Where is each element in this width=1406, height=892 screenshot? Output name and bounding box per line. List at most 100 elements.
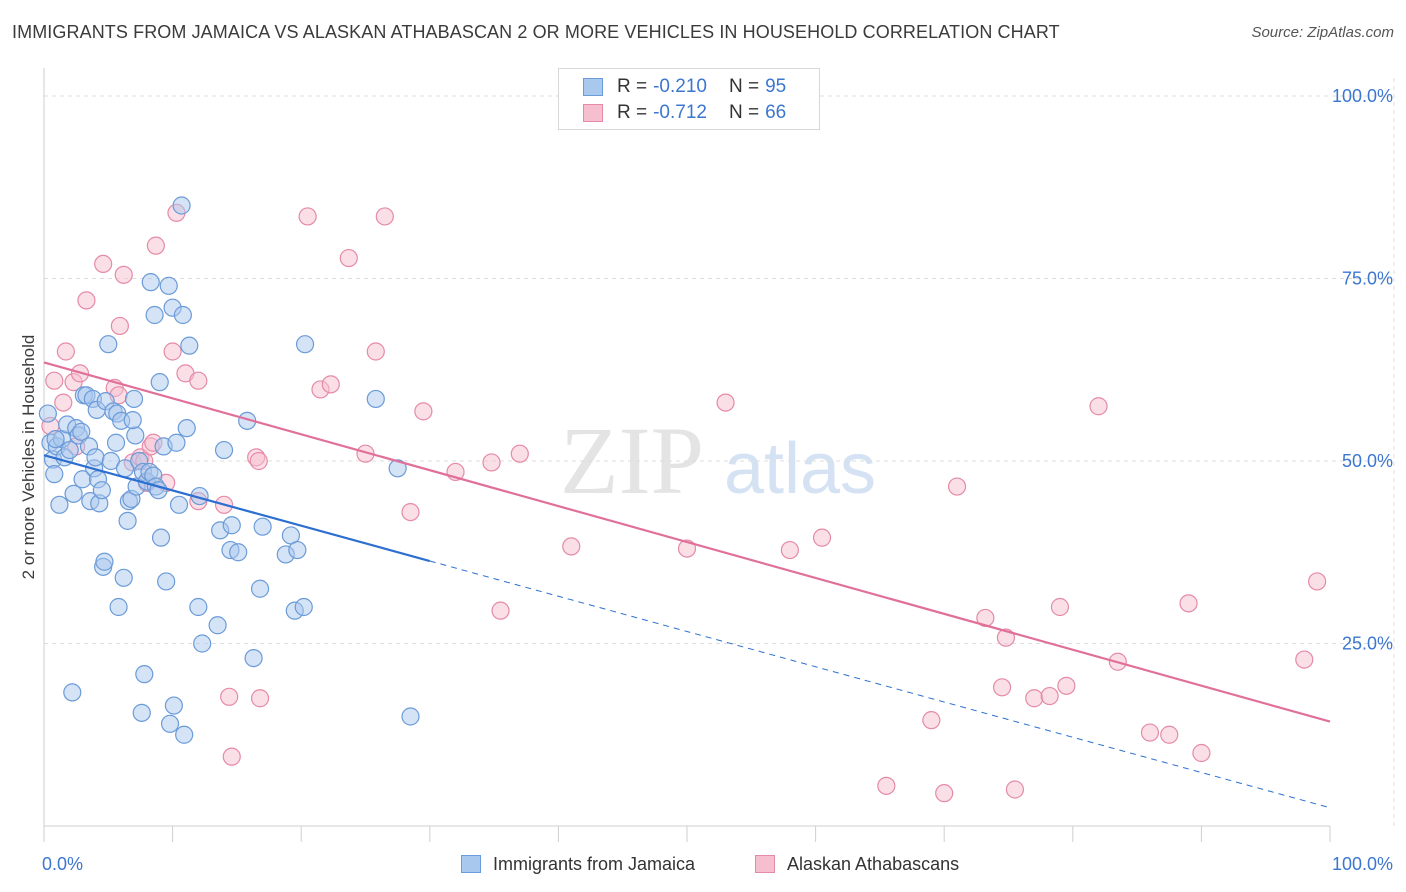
y-tick-label: 100.0% (1332, 86, 1393, 106)
data-point (401, 707, 420, 726)
r-label: R = (617, 102, 648, 123)
data-point (141, 273, 160, 292)
n-value-athabascan: 66 (765, 102, 787, 123)
y-axis-title: 2 or more Vehicles in Household (19, 334, 38, 580)
data-point (288, 540, 307, 560)
data-point (208, 616, 227, 635)
data-point (1179, 594, 1198, 613)
data-point (1308, 572, 1327, 591)
x-tick-label: 0.0% (42, 854, 83, 874)
data-point (109, 597, 128, 617)
data-point (99, 335, 118, 354)
data-point (321, 375, 340, 394)
data-point (167, 433, 186, 452)
data-point (126, 426, 145, 445)
legend-label-jamaica: Immigrants from Jamaica (493, 853, 696, 874)
data-point (1040, 686, 1059, 706)
tick-labels: 25.0% 50.0% 75.0% 100.0% 0.0% 100.0% (42, 86, 1393, 874)
data-point (1005, 780, 1025, 799)
legend-swatch-athabascan (583, 104, 603, 122)
data-point (95, 552, 114, 571)
data-point (947, 477, 967, 496)
trend-line-athabascan (43, 361, 1331, 723)
r-label: R = (617, 76, 648, 97)
data-point (414, 402, 433, 421)
data-point (38, 404, 57, 423)
legend-item-athabascan[interactable]: Alaskan Athabascans (755, 851, 959, 877)
data-point (173, 305, 192, 325)
data-point (175, 725, 194, 744)
data-point (482, 453, 501, 472)
data-point (716, 393, 735, 412)
data-point (229, 543, 248, 562)
data-point (172, 196, 191, 215)
data-point (189, 371, 208, 390)
data-point (193, 634, 212, 653)
data-point (94, 254, 113, 273)
y-tick-label: 50.0% (1342, 451, 1393, 471)
data-point (562, 537, 581, 556)
grid-lines (44, 78, 1395, 826)
chart-title: IMMIGRANTS FROM JAMAICA VS ALASKAN ATHAB… (12, 22, 1060, 42)
data-point (298, 207, 317, 226)
data-point (124, 389, 144, 409)
legend-item-jamaica[interactable]: Immigrants from Jamaica (461, 851, 695, 877)
data-point (375, 207, 394, 226)
legend-swatch-jamaica (583, 78, 603, 96)
trend-line-jamaica-extension (429, 560, 1331, 809)
data-point (114, 265, 133, 284)
data-point (220, 687, 239, 706)
legend-swatch-athabascan (755, 855, 775, 873)
data-point (1295, 650, 1314, 669)
data-point (150, 373, 169, 392)
data-point (922, 711, 941, 730)
data-point (366, 342, 385, 361)
data-point (135, 665, 154, 684)
data-point (1160, 725, 1179, 744)
n-value-jamaica: 95 (765, 76, 787, 97)
data-point (132, 703, 151, 722)
x-tick-label: 100.0% (1332, 854, 1393, 874)
trend-line-jamaica (43, 454, 431, 563)
data-point (146, 236, 165, 255)
y-tick-label: 75.0% (1342, 269, 1393, 289)
data-point (46, 430, 65, 449)
r-value-athabascan: -0.712 (653, 102, 707, 123)
stats-row-athabascan: R = -0.712 N = 66 (583, 101, 786, 125)
data-point (45, 371, 64, 390)
data-point (101, 451, 120, 471)
data-point (151, 528, 171, 547)
data-point (388, 459, 407, 478)
watermark-atlas: atlas (724, 429, 876, 509)
r-value-jamaica: -0.210 (653, 76, 707, 97)
data-point (812, 528, 832, 547)
data-point (50, 495, 69, 514)
data-point (110, 316, 129, 336)
legend-label-athabascan: Alaskan Athabascans (787, 853, 960, 874)
data-point (339, 248, 358, 268)
data-point (510, 444, 529, 463)
n-label: N = (728, 102, 760, 123)
series-immigrants-from-jamaica (38, 196, 420, 744)
data-point (249, 451, 268, 471)
stats-legend: R = -0.210 N = 95 R = -0.712 N = 66 (558, 68, 820, 130)
data-point (1192, 743, 1211, 763)
data-point (160, 714, 180, 733)
data-point (169, 495, 189, 514)
data-point (118, 511, 137, 530)
data-point (1050, 597, 1070, 617)
data-point (295, 335, 315, 354)
y-tick-label: 25.0% (1342, 634, 1393, 654)
trend-lines (43, 361, 1331, 809)
data-point (106, 433, 126, 452)
data-point (1025, 689, 1044, 708)
data-point (114, 568, 133, 587)
data-point (935, 784, 954, 803)
stats-row-jamaica: R = -0.210 N = 95 (583, 75, 786, 99)
data-point (177, 419, 196, 438)
data-point (189, 597, 208, 617)
n-label: N = (728, 76, 760, 97)
data-point (64, 484, 83, 503)
source-label: Source: ZipAtlas.com (1251, 24, 1394, 41)
